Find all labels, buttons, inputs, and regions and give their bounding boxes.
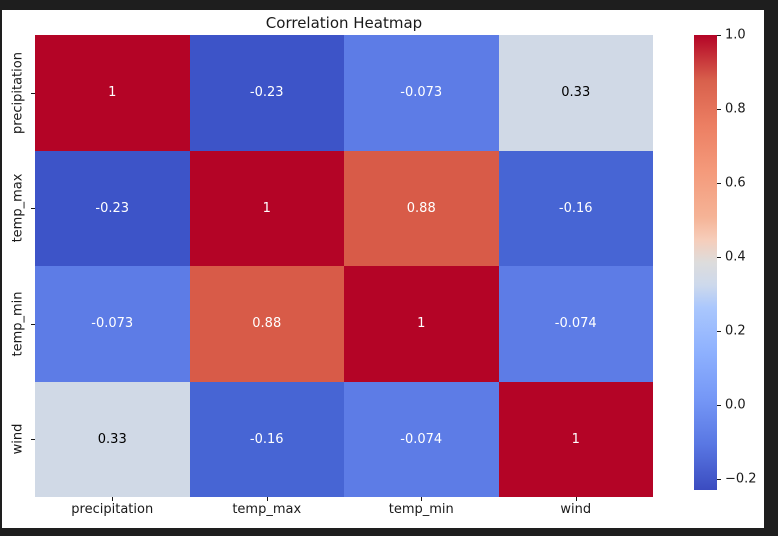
x-tick-mark bbox=[575, 497, 577, 501]
y-tick-mark bbox=[31, 439, 35, 441]
heatmap-cell: 0.33 bbox=[498, 35, 653, 151]
colorbar-tick-mark bbox=[717, 35, 721, 36]
colorbar-tick-label: 1.0 bbox=[725, 27, 746, 43]
chart-title: Correlation Heatmap bbox=[265, 14, 423, 32]
heatmap-cell: 0.88 bbox=[189, 266, 344, 382]
figure-canvas: Correlation Heatmap 1 -0.23 -0.073 0.33 -0.2… bbox=[2, 10, 764, 528]
heatmap-cell: 1 bbox=[189, 150, 344, 266]
heatmap-cell: 0.33 bbox=[35, 381, 190, 497]
colorbar-tick-mark bbox=[717, 182, 721, 184]
x-tick-label: temp_max bbox=[232, 502, 302, 517]
y-tick-label: precipitation bbox=[10, 51, 26, 134]
x-tick-label: precipitation bbox=[71, 502, 154, 517]
y-tick-label: temp_max bbox=[10, 173, 26, 243]
x-tick-label: temp_min bbox=[388, 502, 454, 517]
y-tick-mark bbox=[31, 92, 35, 94]
heatmap-grid: 1 -0.23 -0.073 0.33 -0.23 1 0.88 -0.16 -0.073 0.8… bbox=[35, 35, 653, 497]
y-tick-mark bbox=[31, 208, 35, 210]
heatmap-cell: -0.073 bbox=[35, 266, 190, 382]
x-tick-mark bbox=[421, 497, 423, 501]
heatmap-cell: 1 bbox=[35, 35, 190, 151]
colorbar-tick-label: 0.8 bbox=[725, 101, 746, 117]
x-tick-label: wind bbox=[560, 502, 592, 517]
y-tick-mark bbox=[31, 323, 35, 325]
heatmap-cell: -0.23 bbox=[189, 35, 344, 151]
heatmap-cell: -0.074 bbox=[344, 381, 499, 497]
colorbar-tick-label: 0.0 bbox=[725, 397, 746, 413]
x-tick-mark bbox=[266, 497, 268, 501]
heatmap-cell: -0.16 bbox=[498, 150, 653, 266]
colorbar-tick-label: 0.2 bbox=[725, 323, 746, 339]
colorbar-tick-mark bbox=[717, 330, 721, 332]
heatmap-cell: -0.23 bbox=[35, 150, 190, 266]
colorbar-tick-label: −0.2 bbox=[725, 471, 757, 487]
heatmap-cell: -0.073 bbox=[344, 35, 499, 151]
colorbar-tick-mark bbox=[717, 108, 721, 110]
heatmap-cell: 1 bbox=[498, 381, 653, 497]
y-tick-label: temp_min bbox=[10, 291, 26, 357]
colorbar-tick-mark bbox=[717, 256, 721, 258]
heatmap-cell: -0.074 bbox=[498, 266, 653, 382]
colorbar-tick-mark bbox=[717, 404, 721, 406]
x-tick-mark bbox=[112, 497, 114, 501]
heatmap-cell: 1 bbox=[344, 266, 499, 382]
y-tick-label: wind bbox=[10, 423, 26, 455]
colorbar-tick-label: 0.6 bbox=[725, 175, 746, 191]
heatmap-cell: 0.88 bbox=[344, 150, 499, 266]
heatmap-cell: -0.16 bbox=[189, 381, 344, 497]
colorbar-tick-mark bbox=[717, 478, 721, 480]
colorbar-tick-label: 0.4 bbox=[725, 249, 746, 265]
colorbar-gradient bbox=[694, 35, 717, 490]
